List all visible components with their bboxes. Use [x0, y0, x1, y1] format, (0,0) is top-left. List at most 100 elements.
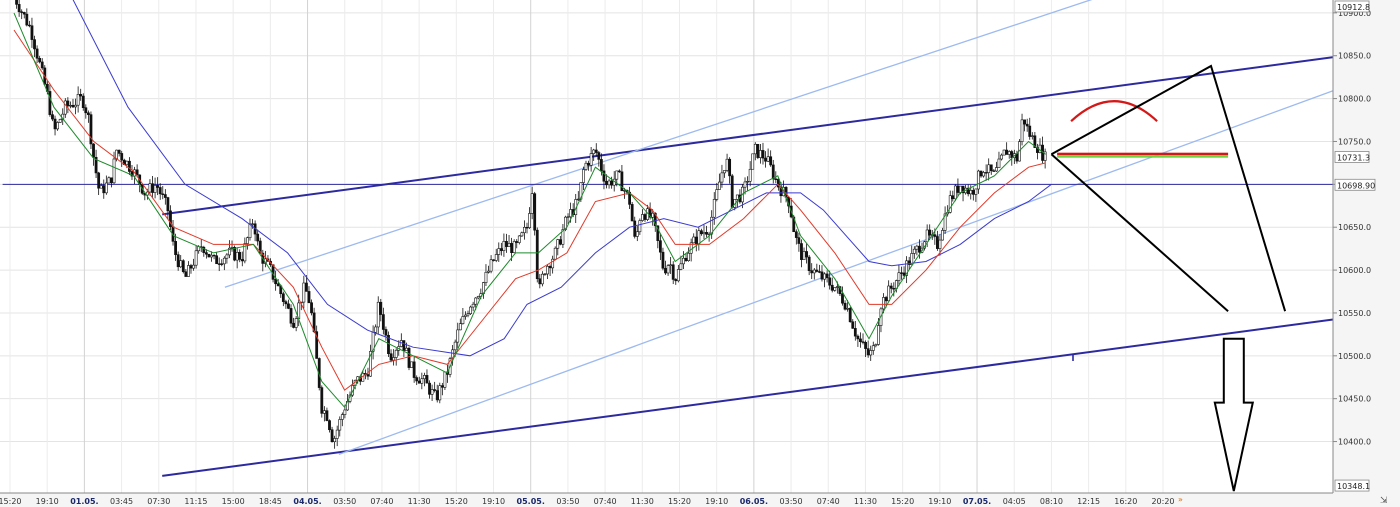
- candle-up: [748, 168, 752, 182]
- candle-down: [807, 256, 811, 271]
- price-tag-box: [1334, 0, 1370, 13]
- candle-up: [666, 265, 670, 274]
- candle-down: [794, 231, 798, 238]
- candle-down: [97, 172, 101, 189]
- candle-down: [189, 265, 193, 269]
- candle-down: [756, 143, 760, 158]
- candle-down: [628, 191, 632, 205]
- candle-down: [289, 308, 293, 324]
- candle-up: [394, 349, 398, 358]
- zoom-icon[interactable]: ⇲: [1380, 496, 1388, 506]
- candle-up: [187, 265, 190, 277]
- candle-down: [907, 260, 911, 265]
- candle-down: [933, 234, 937, 237]
- candle-up: [74, 104, 77, 108]
- candle-down: [151, 183, 154, 193]
- candle-up: [112, 158, 116, 184]
- candle-down: [856, 335, 860, 340]
- candle-up: [1007, 151, 1011, 155]
- candle-down: [820, 271, 824, 280]
- candle-down: [828, 277, 832, 286]
- time-label: 07:40: [594, 497, 617, 506]
- candle-up: [589, 153, 593, 166]
- candle-up: [246, 237, 249, 244]
- scroll-right-icon[interactable]: »: [1178, 495, 1183, 504]
- candle-up: [882, 297, 885, 310]
- candle-down: [843, 302, 847, 310]
- candle-up: [1002, 149, 1006, 156]
- candle-down: [102, 185, 106, 194]
- candle-up: [943, 213, 947, 231]
- candle-down: [510, 243, 514, 253]
- price-tick-label: 10650.0: [1338, 223, 1371, 232]
- candle-up: [338, 419, 342, 431]
- candle-down: [728, 158, 732, 177]
- candle-up: [1030, 135, 1034, 137]
- candle-up: [453, 341, 457, 351]
- candle-up: [823, 273, 826, 280]
- candle-down: [918, 245, 921, 253]
- candle-up: [997, 158, 1001, 168]
- candle-up: [302, 282, 306, 303]
- candle-up: [912, 248, 916, 254]
- candle-up: [528, 213, 531, 228]
- candle-up: [953, 185, 957, 200]
- candle-down: [84, 107, 88, 114]
- candle-down: [705, 232, 708, 235]
- candle-up: [897, 272, 901, 281]
- candle-up: [76, 94, 80, 106]
- time-label: 20:20: [1151, 497, 1174, 506]
- candle-down: [525, 226, 529, 229]
- candle-down: [935, 236, 939, 249]
- candle-down: [71, 104, 75, 108]
- candle-down: [961, 185, 965, 194]
- candle-up: [497, 248, 501, 255]
- candle-up: [469, 306, 472, 314]
- candle-down: [176, 254, 180, 268]
- candle-up: [615, 170, 619, 180]
- candle-up: [451, 349, 455, 359]
- price-tag-box: [1334, 479, 1370, 492]
- candle-up: [369, 351, 372, 377]
- candle-down: [215, 255, 219, 265]
- candle-down: [258, 240, 262, 254]
- candle-up: [179, 260, 183, 268]
- candle-up: [230, 247, 234, 249]
- candle-up: [576, 198, 580, 201]
- channel-upper: [162, 49, 1383, 216]
- candle-up: [669, 264, 673, 267]
- candle-up: [487, 270, 490, 273]
- price-tick-label: 10600.0: [1338, 266, 1371, 275]
- candle-up: [443, 371, 447, 388]
- candle-up: [925, 229, 929, 243]
- candle-down: [992, 170, 996, 172]
- candle-up: [753, 143, 757, 155]
- candle-down: [861, 341, 865, 343]
- candle-up: [692, 236, 696, 244]
- time-label: 15:20: [0, 497, 22, 506]
- ma-slow-line: [72, 0, 1052, 357]
- candle-up: [584, 162, 588, 170]
- price-tick-label: 10500.0: [1338, 352, 1371, 361]
- time-label: 19:10: [705, 497, 728, 506]
- candle-up: [969, 190, 973, 195]
- price-tick-label: 10800.0: [1338, 95, 1371, 104]
- candle-up: [543, 273, 547, 276]
- candle-down: [156, 185, 160, 188]
- candle-down: [169, 210, 172, 227]
- candle-up: [723, 170, 726, 174]
- candle-down: [700, 230, 703, 235]
- candle-up: [248, 223, 252, 239]
- time-label: 07:30: [147, 497, 170, 506]
- candle-down: [402, 340, 406, 351]
- candle-up: [941, 230, 944, 241]
- candle-up: [1043, 151, 1047, 161]
- candle-up: [759, 150, 762, 158]
- candle-down: [217, 263, 221, 265]
- candle-down: [505, 241, 508, 247]
- candle-down: [605, 180, 608, 186]
- candle-down: [428, 382, 431, 395]
- candle-down: [40, 61, 44, 69]
- candle-down: [587, 162, 590, 166]
- time-axis-background: [0, 493, 1333, 507]
